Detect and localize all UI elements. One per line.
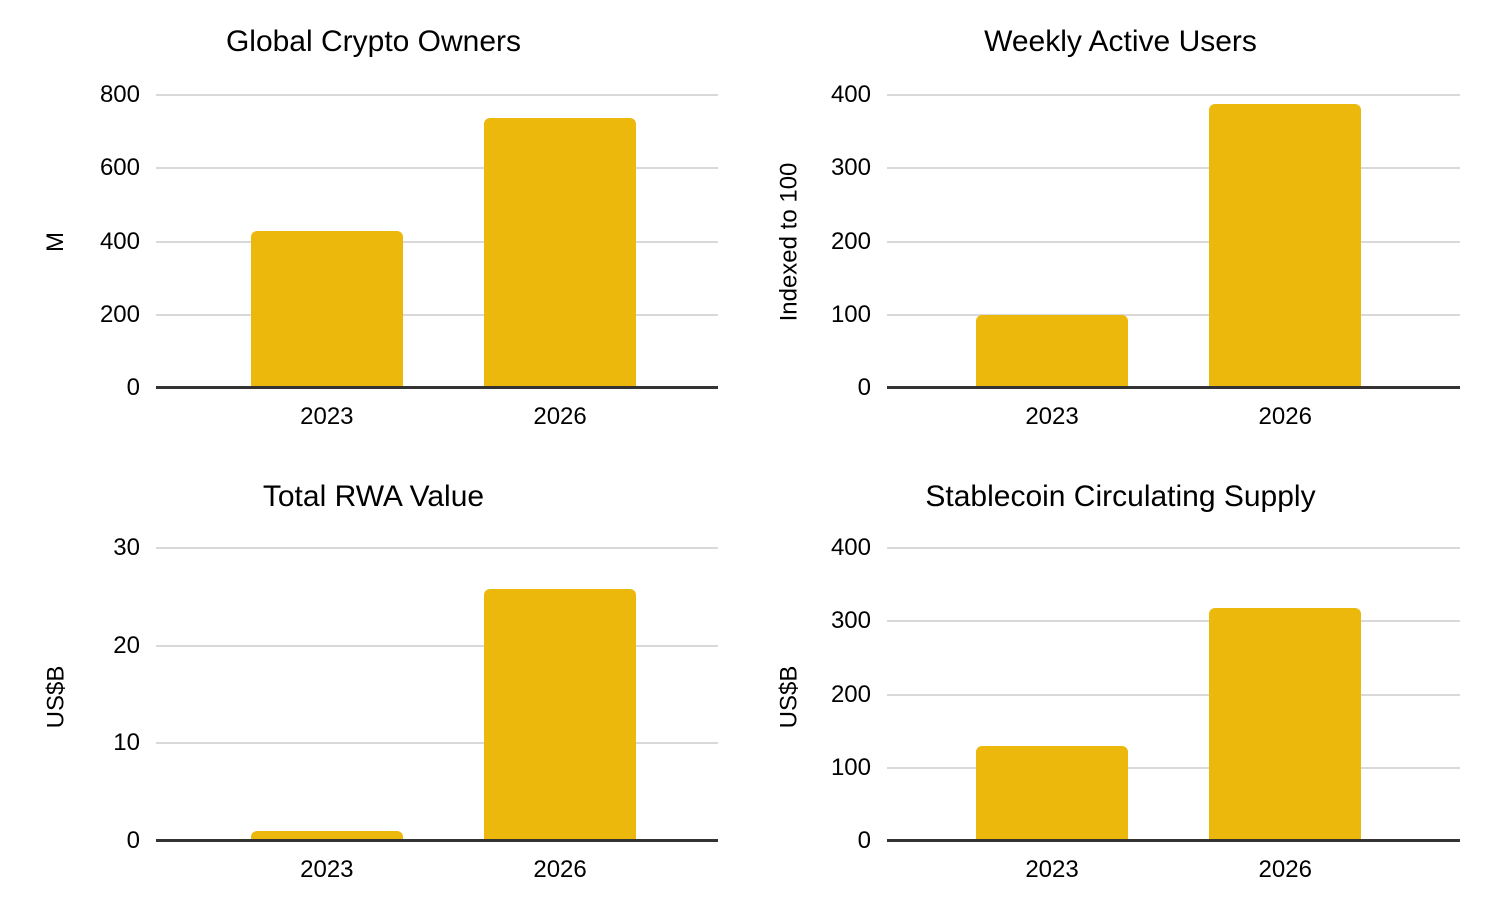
chart-title: Total RWA Value (262, 480, 485, 513)
y-tick-label: 0 (126, 827, 140, 854)
x-tick-label: 2023 (1025, 403, 1079, 430)
gridline-y-300 (887, 620, 1460, 623)
x-tick-label: 2023 (1025, 856, 1079, 883)
gridline-y-800 (156, 94, 718, 96)
y-tick-label: 100 (830, 753, 871, 781)
bar-2023 (250, 831, 403, 841)
gridline-y-200 (156, 313, 718, 316)
x-tick-label: 2026 (533, 403, 587, 430)
plot-area: 0 100 200 300 400 2023 2026 (831, 83, 1460, 430)
plot-area: 0 200 400 600 800 2023 2026 (100, 83, 718, 430)
chart-stablecoin-circulating-supply: Stablecoin Circulating Supply US$B 0 100 2… (747, 455, 1494, 910)
y-tick-label: 30 (113, 534, 140, 561)
bar-2023 (976, 314, 1129, 388)
x-tick-label: 2026 (1258, 403, 1312, 430)
y-tick-label: 0 (857, 374, 871, 401)
gridline-y-200 (887, 693, 1460, 696)
y-tick-label: 400 (830, 81, 871, 108)
gridline-y-200 (887, 240, 1460, 243)
gridline-y-400 (887, 547, 1460, 549)
gridline-y-20 (156, 644, 718, 647)
x-tick-label: 2026 (533, 856, 587, 883)
bar-2026 (484, 589, 637, 841)
y-axis-title-text: US$B (42, 665, 70, 728)
x-axis-line (887, 386, 1460, 389)
y-tick-label: 600 (99, 154, 140, 182)
chart-title: Stablecoin Circulating Supply (925, 480, 1316, 513)
y-tick-label: 10 (113, 729, 140, 757)
plot-area: 0 10 20 30 2023 2026 (113, 536, 718, 883)
x-tick-label: 2023 (300, 403, 354, 430)
y-tick-label: 400 (99, 227, 140, 255)
bar-2023 (976, 745, 1129, 841)
gridline-y-100 (887, 766, 1460, 769)
x-axis-line (156, 386, 718, 389)
gridline-y-400 (156, 240, 718, 243)
y-tick-label: 800 (99, 81, 140, 108)
y-tick-label: 300 (830, 154, 871, 182)
chart-title: Global Crypto Owners (225, 25, 522, 58)
y-tick-label: 300 (830, 607, 871, 635)
gridline-y-300 (887, 167, 1460, 170)
bar-2026 (1209, 103, 1362, 388)
gridline-y-10 (156, 742, 718, 745)
gridline-y-100 (887, 313, 1460, 316)
y-tick-label: 400 (830, 534, 871, 561)
bar-2026 (484, 118, 637, 388)
y-tick-label: 100 (830, 300, 871, 328)
chart-total-rwa-value: Total RWA Value US$B 0 10 20 30 2023 2026 (0, 455, 747, 910)
x-tick-label: 2026 (1258, 856, 1312, 883)
y-tick-label: 200 (830, 680, 871, 708)
bar-2023 (250, 230, 403, 388)
bar-2026 (1209, 608, 1362, 841)
chart-title: Weekly Active Users (984, 25, 1257, 58)
gridline-y-400 (887, 94, 1460, 96)
y-tick-label: 0 (126, 374, 140, 401)
y-tick-label: 200 (99, 300, 140, 328)
chart-global-crypto-owners: Global Crypto Owners M 0 200 400 600 800 2023… (0, 0, 747, 455)
x-axis-line (156, 839, 718, 842)
gridline-y-600 (156, 167, 718, 170)
y-axis-title: US$B (26, 550, 86, 843)
plot-area: 0 100 200 300 400 2023 2026 (831, 536, 1460, 883)
y-tick-label: 200 (830, 227, 871, 255)
y-tick-label: 0 (857, 827, 871, 854)
y-tick-label: 20 (113, 631, 140, 659)
x-axis-line (887, 839, 1460, 842)
chart-weekly-active-users: Weekly Active Users Indexed to 100 0 100 2… (747, 0, 1494, 455)
gridline-y-30 (156, 547, 718, 549)
x-tick-label: 2023 (300, 856, 354, 883)
